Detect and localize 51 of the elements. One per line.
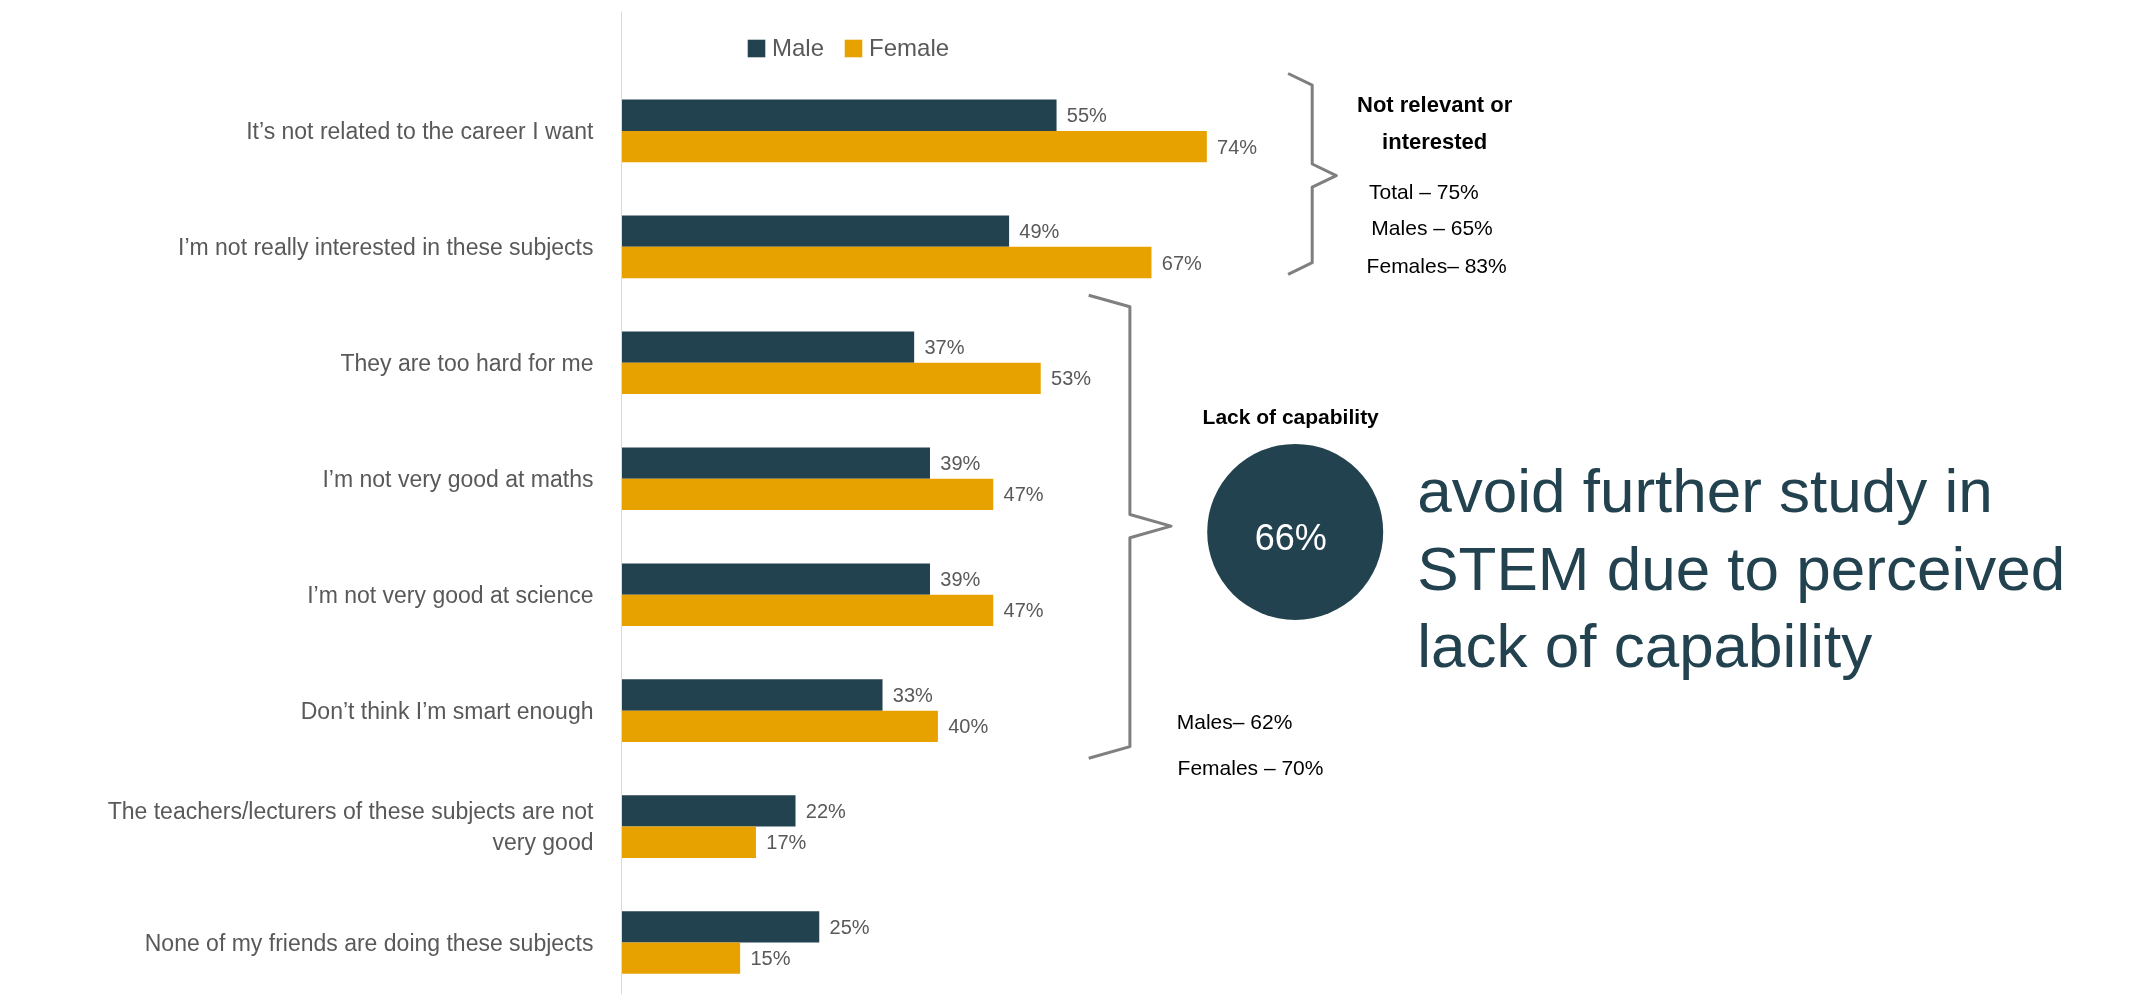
text: Males – 65% — [1371, 215, 1493, 239]
data-label: 53% — [1051, 367, 1092, 390]
text: Females– 83% — [1366, 253, 1507, 277]
annotation: Lack of capability — [1202, 404, 1380, 428]
bar — [621, 99, 1057, 131]
data-label: 15% — [750, 947, 791, 970]
bar — [621, 130, 1207, 163]
data-label: 47% — [1003, 483, 1044, 506]
data-label: 49% — [1019, 220, 1060, 243]
bar — [621, 447, 930, 479]
bar — [621, 246, 1152, 279]
bar — [621, 795, 796, 827]
data-label: 25% — [829, 915, 870, 938]
bar — [621, 911, 820, 943]
bar — [621, 710, 938, 742]
text: Not relevant or interested — [1357, 91, 1513, 154]
data-label: 33% — [892, 683, 934, 706]
annotation: Males– 62% — [1176, 709, 1293, 733]
bar — [621, 478, 994, 511]
annotation: Females – 70% — [1177, 755, 1324, 779]
y-tick-label: The teachers/lecturers of these subjects are not very good — [107, 797, 595, 856]
data-label: 47% — [1003, 599, 1044, 622]
data-label: 37% — [924, 336, 965, 359]
bar — [621, 563, 930, 595]
data-label: 39% — [940, 452, 981, 475]
data-label: 22% — [805, 799, 847, 822]
text: avoid further study in STEM due to perceived lack of capability — [1417, 455, 2066, 681]
bar — [621, 942, 741, 974]
bar — [621, 331, 915, 363]
legend-label: Female — [869, 34, 950, 62]
bar — [621, 826, 756, 858]
data-label: 40% — [948, 715, 989, 738]
y-tick-label: Don’t think I’m smart enough — [300, 697, 594, 724]
data-label: 17% — [766, 831, 807, 854]
text: 66% — [1254, 517, 1327, 559]
data-label: 55% — [1066, 104, 1108, 127]
legend-label: Male — [772, 34, 825, 62]
text: Total – 75% — [1368, 179, 1479, 203]
data-label: 39% — [940, 568, 981, 591]
y-tick-label: It’s not related to the career I want — [246, 117, 595, 144]
y-tick-label: None of my friends are doing these subjects — [144, 929, 594, 956]
y-tick-label: I’m not really interested in these subjects — [178, 233, 594, 260]
y-tick-label: They are too hard for me — [340, 349, 594, 376]
bar — [621, 594, 994, 626]
bar — [621, 679, 883, 711]
data-label: 74% — [1217, 135, 1258, 158]
data-label: 67% — [1161, 251, 1202, 274]
bar — [621, 362, 1041, 395]
bar — [621, 215, 1010, 247]
y-tick-label: I’m not very good at maths — [322, 465, 594, 492]
y-tick-label: I’m not very good at science — [307, 581, 594, 608]
